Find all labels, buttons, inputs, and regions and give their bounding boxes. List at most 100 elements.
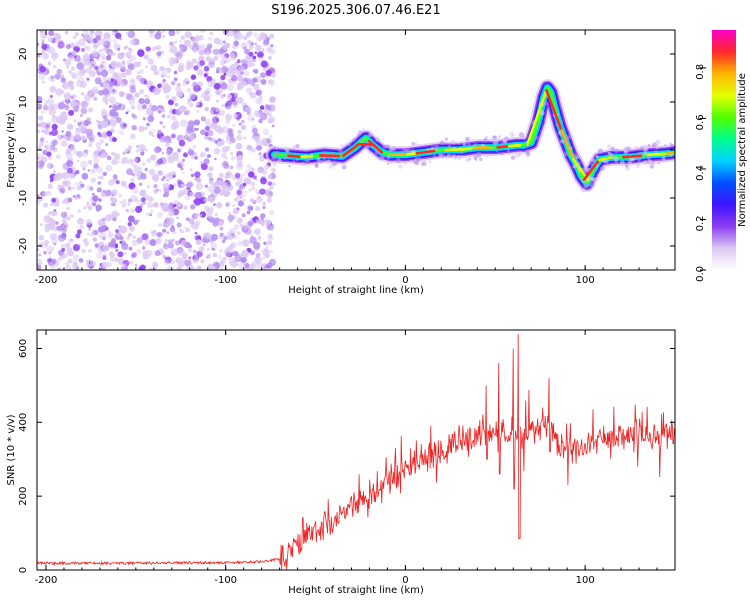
spectrogram-noise-cell	[217, 220, 224, 226]
spectrogram-ridge-halo	[581, 188, 586, 193]
spectrogram-y-axis-title: Frequency (Hz)	[6, 112, 17, 188]
spectrogram-ridge-halo	[462, 142, 467, 147]
spectrogram-noise-cell	[217, 127, 225, 134]
spectrogram-noise-cell	[191, 222, 200, 230]
spectrogram-noise-cell	[182, 188, 189, 195]
spectrogram-noise-cell	[214, 212, 218, 217]
spectrogram-noise-cell	[88, 228, 91, 231]
spectrogram-noise-cell	[270, 44, 274, 48]
spectrogram-noise-cell	[97, 71, 101, 76]
spectrogram-ridge-halo	[385, 144, 390, 149]
spectrogram-noise-cell	[179, 40, 182, 43]
spectrogram-noise-cell	[171, 49, 174, 53]
spectrogram-noise-cell	[204, 232, 212, 240]
spectrogram-noise-cell	[158, 222, 162, 227]
spectrogram-noise-cell	[81, 104, 87, 110]
spectrogram-noise-cell	[74, 133, 81, 140]
spectrogram-noise-cell	[57, 267, 61, 270]
spectrogram-ridge-halo	[295, 158, 299, 162]
spectrogram-noise-cell	[257, 235, 262, 240]
spectrogram-ridge-halo	[607, 151, 612, 155]
spectrogram-noise-cell	[127, 30, 136, 39]
spectrogram-noise-cell	[130, 105, 136, 110]
spectrogram-noise-cell	[108, 230, 112, 234]
spectrogram-noise-cell	[54, 38, 59, 43]
spectrogram-noise-cell	[86, 232, 91, 236]
spectrogram-noise-cell	[178, 55, 182, 60]
spectrogram-noise-cell	[109, 38, 113, 42]
spectrogram-noise-cell	[130, 177, 135, 183]
spectrogram-noise-cell	[112, 174, 118, 180]
spectrogram-noise-cell	[46, 47, 50, 52]
spectrogram-noise-cell	[52, 170, 57, 174]
spectrogram-noise-cell	[203, 95, 210, 102]
spectrogram-noise-cell	[82, 239, 85, 242]
spectrogram-noise-cell	[266, 197, 273, 203]
spectrogram-noise-cell	[99, 64, 104, 69]
spectrogram-noise-cell	[214, 148, 221, 155]
spectrogram-noise-cell	[207, 130, 214, 137]
spectrogram-ridge-halo	[614, 160, 619, 164]
spectrogram-noise-cell	[175, 240, 180, 246]
spectrogram-noise-cell	[190, 74, 197, 80]
spectrogram-noise-cell	[121, 157, 126, 162]
spectrogram-noise-cell	[159, 189, 162, 192]
spectrogram-ridge-halo	[670, 143, 674, 147]
spectrogram-ridge-halo	[411, 141, 415, 146]
spectrogram-noise-cell	[202, 243, 206, 247]
spectrogram-noise-cell	[76, 185, 82, 191]
spectrogram-noise-cell	[89, 38, 95, 45]
spectrogram-ridge-halo	[572, 165, 576, 169]
spectrogram-noise-cell	[235, 142, 243, 150]
spectrogram-noise-cell	[232, 208, 239, 215]
spectrogram-noise-cell	[224, 156, 228, 160]
spectrogram-y-tick-label: 20	[18, 48, 29, 61]
spectrogram-noise-cell	[84, 93, 92, 102]
spectrogram-noise-cell	[242, 198, 246, 202]
spectrogram-noise-cell	[38, 73, 46, 81]
spectrogram-noise-cell	[217, 39, 224, 46]
spectrogram-noise-cell	[264, 142, 270, 147]
spectrogram-noise-cell	[127, 232, 133, 238]
spectrogram-noise-cell	[92, 195, 99, 202]
spectrogram-noise-cell	[90, 177, 96, 184]
spectrogram-noise-cell	[236, 97, 244, 104]
spectrogram-noise-cell	[85, 218, 92, 225]
spectrogram-ridge-halo	[595, 155, 598, 159]
spectrogram-noise-cell	[268, 134, 273, 139]
spectrogram-noise-cell	[45, 140, 49, 144]
spectrogram-x-axis-title: Height of straight line (km)	[288, 285, 424, 296]
spectrogram-ridge-halo	[272, 162, 277, 167]
spectrogram-noise-cell	[46, 245, 54, 254]
spectrogram-ridge-halo	[666, 159, 669, 162]
spectrogram-ridge-halo	[447, 144, 452, 149]
spectrogram-noise-cell	[217, 138, 221, 142]
spectrogram-noise-cell	[159, 136, 166, 143]
spectrogram-noise-cell	[247, 205, 253, 211]
spectrogram-noise-cell	[106, 35, 110, 39]
spectrogram-noise-cell	[208, 154, 212, 158]
spectrogram-ridge-halo	[452, 154, 456, 159]
spectrogram-noise-cell	[60, 211, 67, 218]
spectrogram-x-tick-label: -100	[214, 275, 237, 286]
spectrogram-noise-cell	[199, 153, 204, 158]
spectrogram-noise-cell	[66, 65, 69, 69]
spectrogram-noise-cell	[184, 31, 192, 39]
spectrogram-noise-cell	[64, 30, 69, 35]
spectrogram-ridge-halo	[635, 163, 641, 168]
spectrogram-ridge-halo	[392, 147, 396, 151]
spectrogram-noise-cell	[262, 201, 266, 206]
spectrogram-noise-cell	[262, 205, 266, 210]
spectrogram-noise-cell	[48, 255, 52, 259]
spectrogram-noise-cell	[181, 171, 185, 174]
colorbar-tick-label: 0.6	[695, 114, 706, 130]
spectrogram-noise-cell	[208, 61, 215, 68]
spectrogram-noise-cell	[220, 188, 227, 196]
spectrogram-noise-cell	[117, 47, 121, 51]
spectrogram-noise-cell	[169, 41, 174, 46]
spectrogram-noise-cell	[44, 227, 50, 233]
spectrogram-noise-cell	[195, 182, 204, 191]
spectrogram-noise-cell	[66, 206, 70, 211]
spectrogram-ridge-halo	[319, 159, 323, 164]
spectrogram-noise-cell	[172, 174, 176, 178]
